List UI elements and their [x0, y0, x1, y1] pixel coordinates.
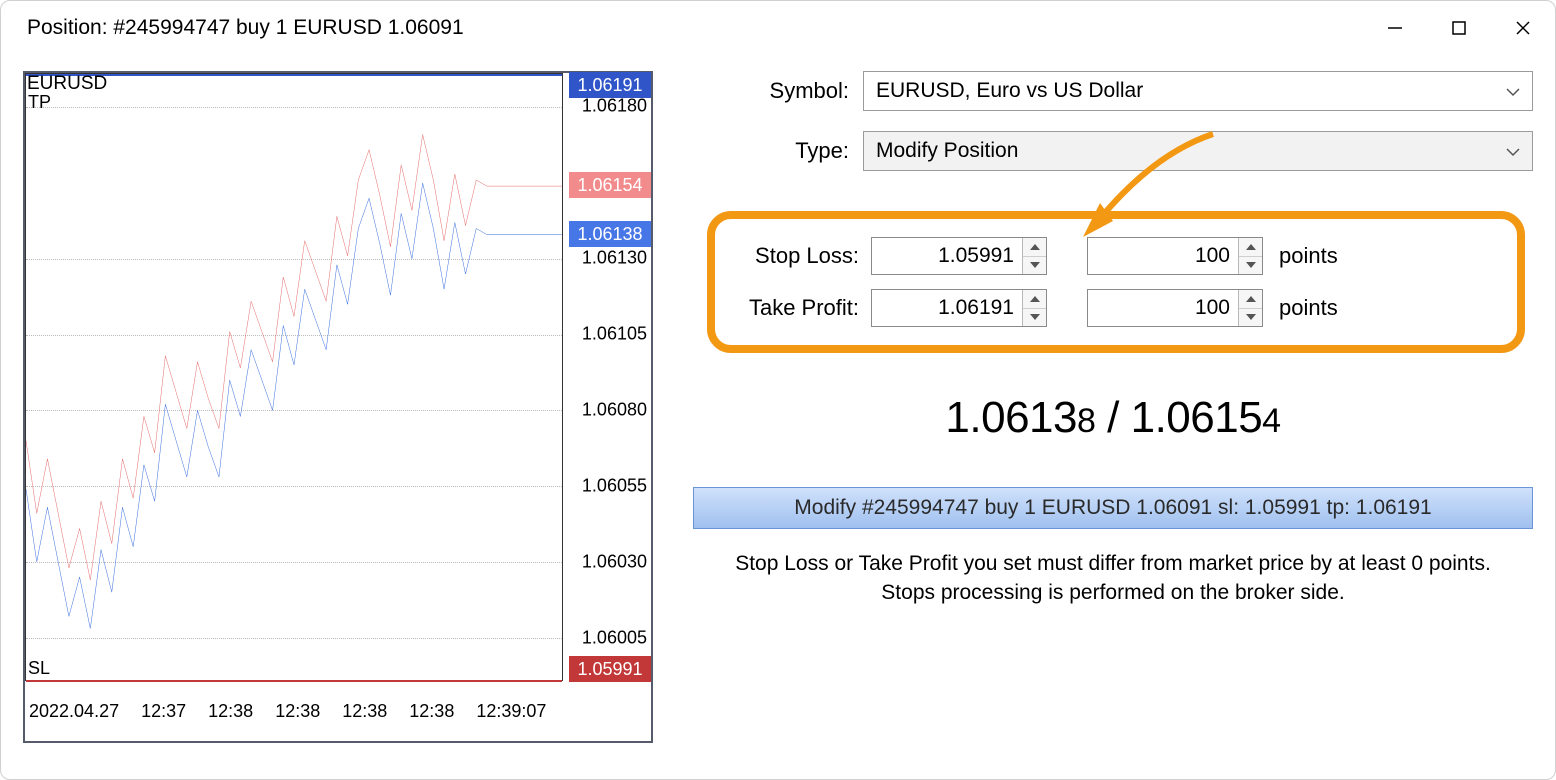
take-profit-input[interactable] — [872, 290, 1022, 326]
stop-loss-label: Stop Loss: — [721, 243, 871, 269]
sl-tp-highlight: Stop Loss: — [707, 211, 1525, 353]
sl-price-up-button[interactable] — [1023, 238, 1046, 257]
price-chart: TPSL 1.061801.061301.061051.060801.06055… — [23, 71, 653, 743]
window-title: Position: #245994747 buy 1 EURUSD 1.0609… — [27, 16, 1363, 40]
points-unit: points — [1279, 295, 1338, 321]
stop-loss-points-input[interactable] — [1088, 238, 1238, 274]
minimize-button[interactable] — [1363, 1, 1427, 55]
sl-price-down-button[interactable] — [1023, 257, 1046, 275]
tp-points-up-button[interactable] — [1239, 290, 1262, 309]
tp-price-down-button[interactable] — [1023, 309, 1046, 327]
chevron-down-icon — [1506, 139, 1520, 163]
titlebar: Position: #245994747 buy 1 EURUSD 1.0609… — [1, 1, 1555, 55]
modify-button[interactable]: Modify #245994747 buy 1 EURUSD 1.06091 s… — [693, 487, 1533, 529]
dialog-window: Position: #245994747 buy 1 EURUSD 1.0609… — [0, 0, 1556, 780]
sl-points-up-button[interactable] — [1239, 238, 1262, 257]
points-unit: points — [1279, 243, 1338, 269]
sl-points-down-button[interactable] — [1239, 257, 1262, 275]
chart-symbol-label: EURUSD — [27, 73, 107, 95]
maximize-button[interactable] — [1427, 1, 1491, 55]
type-select[interactable]: Modify Position — [863, 131, 1533, 171]
tp-points-down-button[interactable] — [1239, 309, 1262, 327]
tp-price-up-button[interactable] — [1023, 290, 1046, 309]
symbol-label: Symbol: — [693, 78, 863, 104]
symbol-select[interactable]: EURUSD, Euro vs US Dollar — [863, 71, 1533, 111]
note-text: Stop Loss or Take Profit you set must di… — [693, 549, 1533, 608]
take-profit-points-input[interactable] — [1088, 290, 1238, 326]
chevron-down-icon — [1506, 79, 1520, 103]
chart-x-axis: 2022.04.2712:3712:3812:3812:3812:3812:39… — [25, 681, 651, 741]
symbol-select-value: EURUSD, Euro vs US Dollar — [876, 79, 1143, 103]
close-button[interactable] — [1491, 1, 1555, 55]
bid-ask-display: 1.06138 / 1.06154 — [693, 393, 1533, 443]
order-panel: Symbol: EURUSD, Euro vs US Dollar Type: … — [693, 71, 1533, 757]
type-label: Type: — [693, 138, 863, 164]
stop-loss-input[interactable] — [872, 238, 1022, 274]
type-select-value: Modify Position — [876, 139, 1018, 163]
take-profit-label: Take Profit: — [721, 295, 871, 321]
